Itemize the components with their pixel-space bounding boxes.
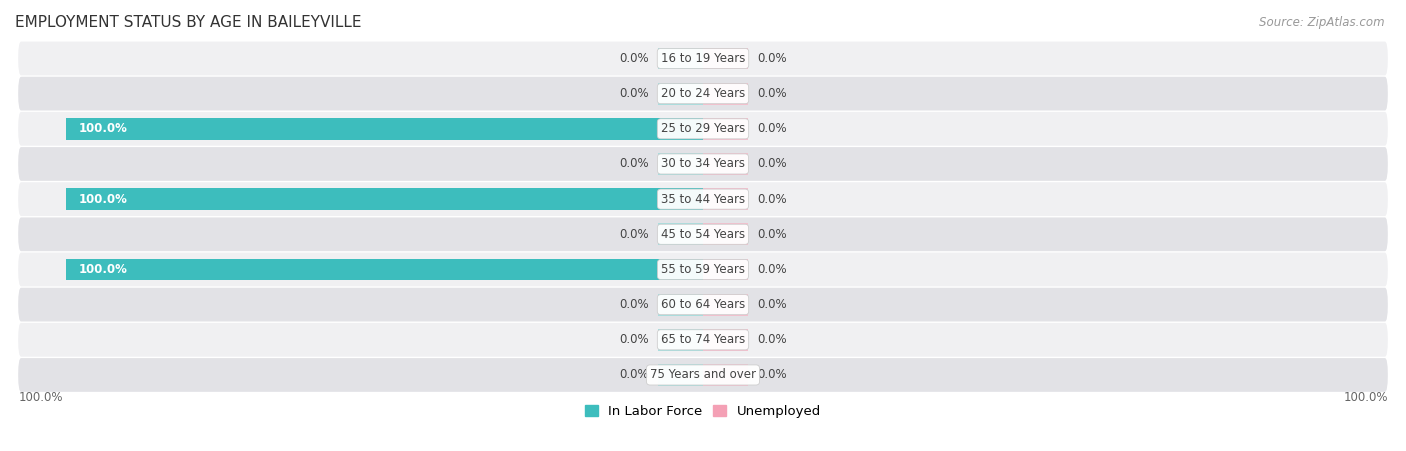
FancyBboxPatch shape — [18, 41, 1388, 75]
Text: Source: ZipAtlas.com: Source: ZipAtlas.com — [1260, 16, 1385, 29]
Bar — [66, 258, 703, 281]
Text: 0.0%: 0.0% — [758, 298, 787, 311]
Text: 0.0%: 0.0% — [758, 228, 787, 241]
FancyBboxPatch shape — [18, 253, 1388, 286]
Text: 0.0%: 0.0% — [758, 368, 787, 382]
Text: EMPLOYMENT STATUS BY AGE IN BAILEYVILLE: EMPLOYMENT STATUS BY AGE IN BAILEYVILLE — [15, 15, 361, 30]
Bar — [703, 47, 748, 69]
Bar — [703, 294, 748, 316]
Text: 0.0%: 0.0% — [758, 122, 787, 135]
Text: 75 Years and over: 75 Years and over — [650, 368, 756, 382]
Text: 0.0%: 0.0% — [758, 193, 787, 206]
Text: 0.0%: 0.0% — [619, 333, 648, 346]
FancyBboxPatch shape — [18, 358, 1388, 392]
Bar — [66, 188, 703, 210]
Text: 0.0%: 0.0% — [758, 87, 787, 100]
Text: 0.0%: 0.0% — [758, 52, 787, 65]
Text: 25 to 29 Years: 25 to 29 Years — [661, 122, 745, 135]
Bar — [658, 364, 703, 386]
Bar — [703, 118, 748, 140]
FancyBboxPatch shape — [18, 112, 1388, 146]
Text: 0.0%: 0.0% — [619, 368, 648, 382]
Bar — [703, 258, 748, 281]
Text: 0.0%: 0.0% — [619, 52, 648, 65]
Text: 35 to 44 Years: 35 to 44 Years — [661, 193, 745, 206]
Text: 0.0%: 0.0% — [619, 298, 648, 311]
Bar — [658, 153, 703, 175]
Text: 0.0%: 0.0% — [619, 228, 648, 241]
Bar — [658, 329, 703, 351]
Text: 0.0%: 0.0% — [758, 333, 787, 346]
FancyBboxPatch shape — [18, 77, 1388, 110]
Bar — [66, 118, 703, 140]
Text: 45 to 54 Years: 45 to 54 Years — [661, 228, 745, 241]
Text: 0.0%: 0.0% — [758, 157, 787, 170]
Bar — [703, 188, 748, 210]
Text: 100.0%: 100.0% — [18, 391, 63, 404]
Text: 100.0%: 100.0% — [79, 193, 128, 206]
Bar — [658, 294, 703, 316]
Text: 0.0%: 0.0% — [758, 263, 787, 276]
Bar — [703, 329, 748, 351]
Text: 0.0%: 0.0% — [619, 157, 648, 170]
Text: 30 to 34 Years: 30 to 34 Years — [661, 157, 745, 170]
Bar — [703, 83, 748, 105]
FancyBboxPatch shape — [18, 147, 1388, 181]
Text: 20 to 24 Years: 20 to 24 Years — [661, 87, 745, 100]
Text: 55 to 59 Years: 55 to 59 Years — [661, 263, 745, 276]
FancyBboxPatch shape — [18, 182, 1388, 216]
Text: 65 to 74 Years: 65 to 74 Years — [661, 333, 745, 346]
Bar — [658, 83, 703, 105]
Text: 100.0%: 100.0% — [79, 263, 128, 276]
FancyBboxPatch shape — [18, 217, 1388, 251]
Bar — [703, 364, 748, 386]
Bar — [658, 47, 703, 69]
FancyBboxPatch shape — [18, 288, 1388, 322]
Bar — [703, 153, 748, 175]
Text: 60 to 64 Years: 60 to 64 Years — [661, 298, 745, 311]
Text: 16 to 19 Years: 16 to 19 Years — [661, 52, 745, 65]
Bar — [703, 223, 748, 245]
Text: 100.0%: 100.0% — [1343, 391, 1388, 404]
Legend: In Labor Force, Unemployed: In Labor Force, Unemployed — [579, 400, 827, 423]
Bar — [658, 223, 703, 245]
FancyBboxPatch shape — [18, 323, 1388, 357]
Text: 100.0%: 100.0% — [79, 122, 128, 135]
Text: 0.0%: 0.0% — [619, 87, 648, 100]
